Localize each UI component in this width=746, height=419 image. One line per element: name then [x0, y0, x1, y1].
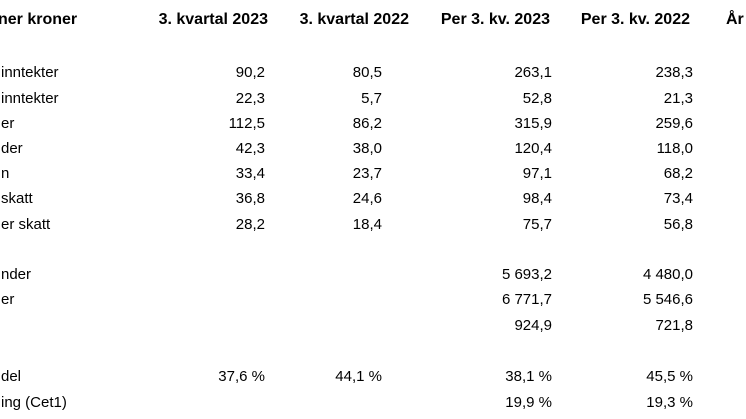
- value-cell: 23,7: [352, 165, 382, 182]
- header-cell: ner kroner: [0, 11, 78, 28]
- value-cell: 98,4: [522, 190, 552, 207]
- header-cell: Per 3. kv. 2023: [440, 11, 550, 28]
- value-cell: 6 771,7: [501, 291, 552, 308]
- row-label: inntekter: [1, 90, 59, 107]
- value-cell: 263,1: [514, 64, 552, 81]
- value-cell: 19,3 %: [646, 394, 693, 411]
- value-cell: 45,5 %: [646, 368, 693, 385]
- row-label: del: [1, 368, 22, 385]
- value-cell: 5 546,6: [642, 291, 693, 308]
- value-cell: 38,0: [352, 140, 382, 157]
- row-label: skatt: [1, 190, 33, 207]
- value-cell: 56,8: [663, 216, 693, 233]
- value-cell: 90,2: [235, 64, 265, 81]
- row-label: inntekter: [1, 64, 59, 81]
- value-cell: 112,5: [228, 115, 265, 132]
- value-cell: 73,4: [663, 190, 693, 207]
- header-cell: 3. kvartal 2023: [158, 11, 268, 28]
- value-cell: 924,9: [514, 317, 552, 334]
- value-cell: 38,1 %: [505, 368, 552, 385]
- row-label: er: [1, 291, 15, 308]
- row-label: nder: [1, 266, 32, 283]
- value-cell: 86,2: [352, 115, 382, 132]
- value-cell: 28,2: [235, 216, 265, 233]
- value-cell: 75,7: [522, 216, 552, 233]
- value-cell: 68,2: [663, 165, 693, 182]
- value-cell: 42,3: [235, 140, 265, 157]
- value-cell: 18,4: [352, 216, 382, 233]
- value-cell: 22,3: [235, 90, 265, 107]
- value-cell: 315,9: [514, 115, 552, 132]
- value-cell: 33,4: [235, 165, 265, 182]
- value-cell: 80,5: [352, 64, 382, 81]
- value-cell: 37,6 %: [218, 368, 265, 385]
- row-label: n: [1, 165, 10, 182]
- value-cell: 118,0: [656, 140, 693, 157]
- value-cell: 4 480,0: [642, 266, 693, 283]
- value-cell: 721,8: [655, 317, 693, 334]
- row-label: er: [1, 115, 15, 132]
- value-cell: 19,9 %: [505, 394, 552, 411]
- row-label: ing (Cet1): [1, 394, 67, 411]
- value-cell: 5,7: [361, 90, 382, 107]
- header-cell: År: [726, 11, 744, 28]
- row-label: der: [1, 140, 23, 157]
- header-cell: 3. kvartal 2022: [299, 11, 409, 28]
- value-cell: 120,4: [514, 140, 552, 157]
- header-cell: Per 3. kv. 2022: [580, 11, 690, 28]
- value-cell: 44,1 %: [335, 368, 382, 385]
- value-cell: 97,1: [522, 165, 552, 182]
- row-label: er skatt: [1, 216, 51, 233]
- value-cell: 238,3: [655, 64, 693, 81]
- value-cell: 36,8: [235, 190, 265, 207]
- value-cell: 5 693,2: [501, 266, 552, 283]
- value-cell: 21,3: [663, 90, 693, 107]
- value-cell: 52,8: [522, 90, 552, 107]
- value-cell: 259,6: [655, 115, 693, 132]
- value-cell: 24,6: [352, 190, 382, 207]
